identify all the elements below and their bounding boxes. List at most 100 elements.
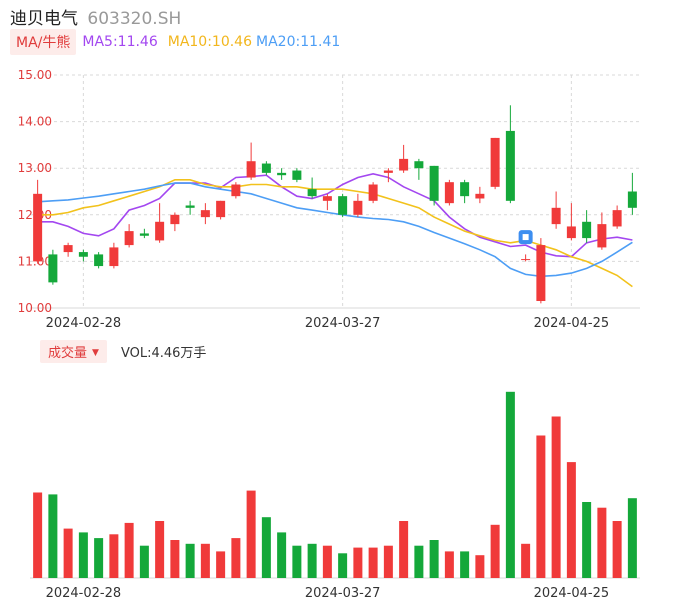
candle-body <box>399 158 409 171</box>
volume-x-tick-label: 2024-03-27 <box>305 586 381 601</box>
volume-bar <box>48 494 58 578</box>
volume-bar <box>170 540 180 578</box>
volume-bar <box>124 522 134 578</box>
candle-body <box>246 161 256 178</box>
candle-body <box>551 207 561 225</box>
caret-down-icon: ▼ <box>92 347 99 358</box>
ma-legend: MA/牛熊 MA5:11.46 MA10:10.46 MA20:11.41 <box>10 29 341 55</box>
candle-body <box>216 200 226 218</box>
volume-bar <box>414 545 424 578</box>
volume-bar <box>231 538 241 578</box>
volume-bar <box>307 543 317 578</box>
volume-legend: 成交量 ▼ VOL:4.46万手 <box>40 339 207 363</box>
volume-bar <box>368 547 378 578</box>
candle-body <box>460 182 470 197</box>
candle-body <box>94 254 104 267</box>
candle-body <box>490 137 500 187</box>
volume-bar <box>444 551 454 578</box>
candle-body <box>277 172 287 176</box>
candle-body <box>368 184 378 201</box>
candle-body <box>139 233 149 236</box>
volume-bar <box>78 532 88 578</box>
candle-body <box>353 200 363 215</box>
candle-body <box>109 247 119 267</box>
volume-bar <box>139 545 149 578</box>
volume-bar <box>383 545 393 578</box>
ma10-label: MA10:10.46 <box>167 34 253 50</box>
candle-body <box>597 224 607 248</box>
candle-body <box>444 182 454 204</box>
candle-body <box>414 161 424 169</box>
volume-bar <box>277 532 287 578</box>
ma-indicator-button[interactable]: MA/牛熊 <box>10 29 77 55</box>
candle-body <box>33 193 43 262</box>
volume-bar <box>521 543 531 578</box>
volume-bar <box>33 492 43 578</box>
candle-body <box>78 252 88 257</box>
candle-body <box>307 189 317 197</box>
volume-bar <box>566 462 576 578</box>
stock-name: 迪贝电气 <box>10 9 78 29</box>
candle-body <box>383 170 393 173</box>
candle-body <box>170 214 180 225</box>
candle-body <box>505 130 515 201</box>
y-tick-label: 10.00 <box>18 301 52 315</box>
ma10-line <box>37 179 633 288</box>
volume-indicator-label: 成交量 <box>48 345 88 361</box>
volume-bar <box>429 540 439 578</box>
volume-x-tick-label: 2024-02-28 <box>46 586 122 601</box>
volume-bar <box>353 547 363 578</box>
volume-bar <box>627 498 637 578</box>
candle-body <box>582 221 592 239</box>
price-marker-icon-inner <box>522 234 529 241</box>
y-tick-label: 14.00 <box>18 115 52 129</box>
volume-bar <box>322 545 332 578</box>
candle-body <box>261 163 271 173</box>
volume-indicator-dropdown[interactable]: 成交量 ▼ <box>40 339 107 363</box>
candle-body <box>231 184 241 197</box>
volume-bar <box>94 538 104 578</box>
candle-body <box>200 210 210 218</box>
volume-bar <box>490 524 500 578</box>
ma5-label: MA5:11.46 <box>82 34 158 50</box>
volume-value: VOL:4.46万手 <box>120 345 207 361</box>
volume-bar <box>216 551 226 578</box>
candle-body <box>292 170 302 180</box>
volume-bar <box>200 543 210 578</box>
volume-bar <box>612 521 622 578</box>
candle-body <box>612 210 622 227</box>
candle-body <box>627 191 637 208</box>
x-tick-label: 2024-04-25 <box>534 316 610 331</box>
ma20-label: MA20:11.41 <box>256 34 341 50</box>
candle-body <box>322 196 332 201</box>
candle-body <box>155 221 165 241</box>
y-tick-label: 15.00 <box>18 68 52 82</box>
candle-body <box>48 254 58 283</box>
stock-code: 603320.SH <box>87 9 182 29</box>
candle-body <box>63 245 73 253</box>
candle-body <box>429 165 439 201</box>
volume-bar <box>597 507 607 578</box>
volume-bar <box>261 517 271 578</box>
y-tick-label: 13.00 <box>18 161 52 175</box>
volume-bar <box>109 534 119 578</box>
candle-body <box>521 259 531 261</box>
ma20-line <box>37 182 633 278</box>
candle-body <box>475 193 485 199</box>
volume-bar <box>536 435 546 578</box>
volume-bar <box>475 555 485 578</box>
candle-body <box>566 226 576 239</box>
volume-bar <box>246 490 256 578</box>
volume-bar <box>155 521 165 578</box>
volume-bar <box>292 545 302 578</box>
x-tick-label: 2024-03-27 <box>305 316 381 331</box>
volume-bar <box>551 416 561 578</box>
candle-body <box>338 196 348 215</box>
volume-bar <box>63 528 73 578</box>
volume-bar <box>460 551 470 578</box>
volume-bar <box>338 553 348 578</box>
volume-bar <box>505 391 515 578</box>
stock-title: 迪贝电气 603320.SH <box>10 4 181 29</box>
volume-bar <box>185 543 195 578</box>
